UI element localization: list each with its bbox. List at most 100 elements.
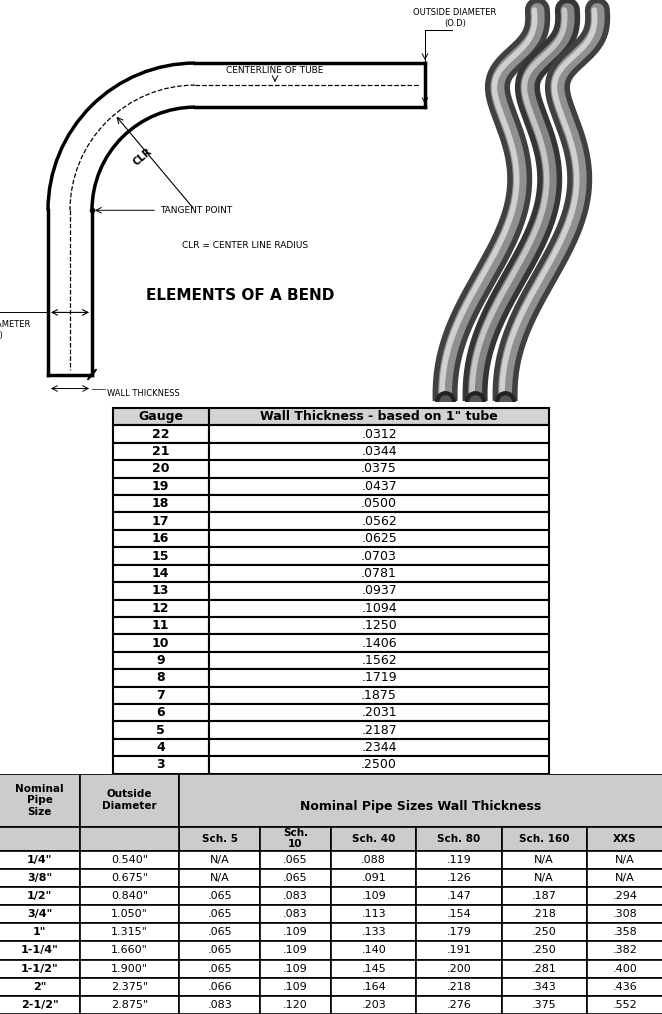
Bar xyxy=(331,977,416,996)
Bar xyxy=(502,996,587,1014)
Bar xyxy=(80,826,179,851)
Text: .294: .294 xyxy=(612,891,638,901)
Bar xyxy=(331,996,416,1014)
Bar xyxy=(0,826,80,851)
Bar xyxy=(260,826,331,851)
Bar xyxy=(502,941,587,959)
Bar xyxy=(416,923,502,941)
Bar xyxy=(587,851,662,869)
Bar xyxy=(587,869,662,887)
Text: .120: .120 xyxy=(283,1000,308,1010)
Bar xyxy=(179,906,260,923)
Text: .179: .179 xyxy=(446,927,471,937)
Text: .191: .191 xyxy=(447,945,471,955)
Bar xyxy=(80,941,179,959)
Text: 1/2": 1/2" xyxy=(27,891,52,901)
Text: N/A: N/A xyxy=(210,873,230,883)
Text: 0.675": 0.675" xyxy=(111,873,148,883)
Bar xyxy=(0,774,80,826)
Bar xyxy=(80,851,179,869)
Text: .218: .218 xyxy=(532,910,557,919)
Bar xyxy=(416,851,502,869)
Text: .088: .088 xyxy=(361,855,386,865)
Bar xyxy=(179,826,260,851)
Text: .109: .109 xyxy=(283,927,308,937)
Bar xyxy=(416,996,502,1014)
Text: 2.875": 2.875" xyxy=(111,1000,148,1010)
Text: 1-1/4": 1-1/4" xyxy=(21,945,58,955)
Text: 3/8": 3/8" xyxy=(27,873,52,883)
Bar xyxy=(416,887,502,906)
Bar xyxy=(416,826,502,851)
Text: 1.660": 1.660" xyxy=(111,945,148,955)
Bar xyxy=(331,851,416,869)
Bar xyxy=(179,996,260,1014)
Text: .083: .083 xyxy=(283,910,308,919)
Text: 2.375": 2.375" xyxy=(111,982,148,992)
Text: .276: .276 xyxy=(446,1000,471,1010)
Text: CLR = CENTER LINE RADIUS: CLR = CENTER LINE RADIUS xyxy=(182,240,308,249)
Bar xyxy=(331,869,416,887)
Text: .109: .109 xyxy=(283,963,308,973)
Text: .343: .343 xyxy=(532,982,557,992)
Bar xyxy=(179,887,260,906)
Text: INSIDE DIAMETER
(I.D.): INSIDE DIAMETER (I.D.) xyxy=(0,320,30,341)
Text: .083: .083 xyxy=(207,1000,232,1010)
Text: .065: .065 xyxy=(207,891,232,901)
Text: .382: .382 xyxy=(612,945,638,955)
Text: OUTSIDE DIAMETER
(O.D): OUTSIDE DIAMETER (O.D) xyxy=(413,8,496,28)
Text: .154: .154 xyxy=(447,910,471,919)
Bar xyxy=(80,869,179,887)
Bar xyxy=(260,996,331,1014)
Bar xyxy=(260,906,331,923)
Text: Sch. 160: Sch. 160 xyxy=(519,834,569,844)
Bar xyxy=(587,887,662,906)
Bar xyxy=(416,977,502,996)
Bar xyxy=(260,959,331,977)
Text: 1.050": 1.050" xyxy=(111,910,148,919)
Text: .065: .065 xyxy=(207,963,232,973)
Text: N/A: N/A xyxy=(210,855,230,865)
Bar xyxy=(179,959,260,977)
Bar xyxy=(0,959,80,977)
Text: .065: .065 xyxy=(207,910,232,919)
Bar xyxy=(179,851,260,869)
Text: .203: .203 xyxy=(361,1000,386,1010)
Bar xyxy=(260,887,331,906)
Text: 1.315": 1.315" xyxy=(111,927,148,937)
Bar xyxy=(502,826,587,851)
Bar xyxy=(0,906,80,923)
Text: .109: .109 xyxy=(361,891,386,901)
Bar xyxy=(502,906,587,923)
Text: .065: .065 xyxy=(283,873,308,883)
Text: 3/4": 3/4" xyxy=(27,910,52,919)
Bar xyxy=(331,906,416,923)
Text: .187: .187 xyxy=(532,891,557,901)
Bar xyxy=(179,977,260,996)
Text: 1.900": 1.900" xyxy=(111,963,148,973)
Bar xyxy=(179,941,260,959)
Bar xyxy=(260,977,331,996)
Bar xyxy=(0,996,80,1014)
Text: Nominal
Pipe
Size: Nominal Pipe Size xyxy=(15,784,64,816)
Text: 0.840": 0.840" xyxy=(111,891,148,901)
Text: .250: .250 xyxy=(532,927,557,937)
Text: 1-1/2": 1-1/2" xyxy=(21,963,58,973)
Text: .200: .200 xyxy=(447,963,471,973)
Bar xyxy=(80,887,179,906)
Text: .109: .109 xyxy=(283,945,308,955)
Bar xyxy=(80,959,179,977)
Text: N/A: N/A xyxy=(615,873,635,883)
Bar xyxy=(260,851,331,869)
Text: N/A: N/A xyxy=(534,873,554,883)
Text: 2": 2" xyxy=(33,982,46,992)
Bar xyxy=(260,941,331,959)
Bar xyxy=(179,869,260,887)
Bar xyxy=(0,941,80,959)
Text: N/A: N/A xyxy=(615,855,635,865)
Text: .083: .083 xyxy=(283,891,308,901)
Text: .091: .091 xyxy=(361,873,386,883)
Text: .065: .065 xyxy=(207,945,232,955)
Text: .375: .375 xyxy=(532,1000,557,1010)
Text: 0.540": 0.540" xyxy=(111,855,148,865)
